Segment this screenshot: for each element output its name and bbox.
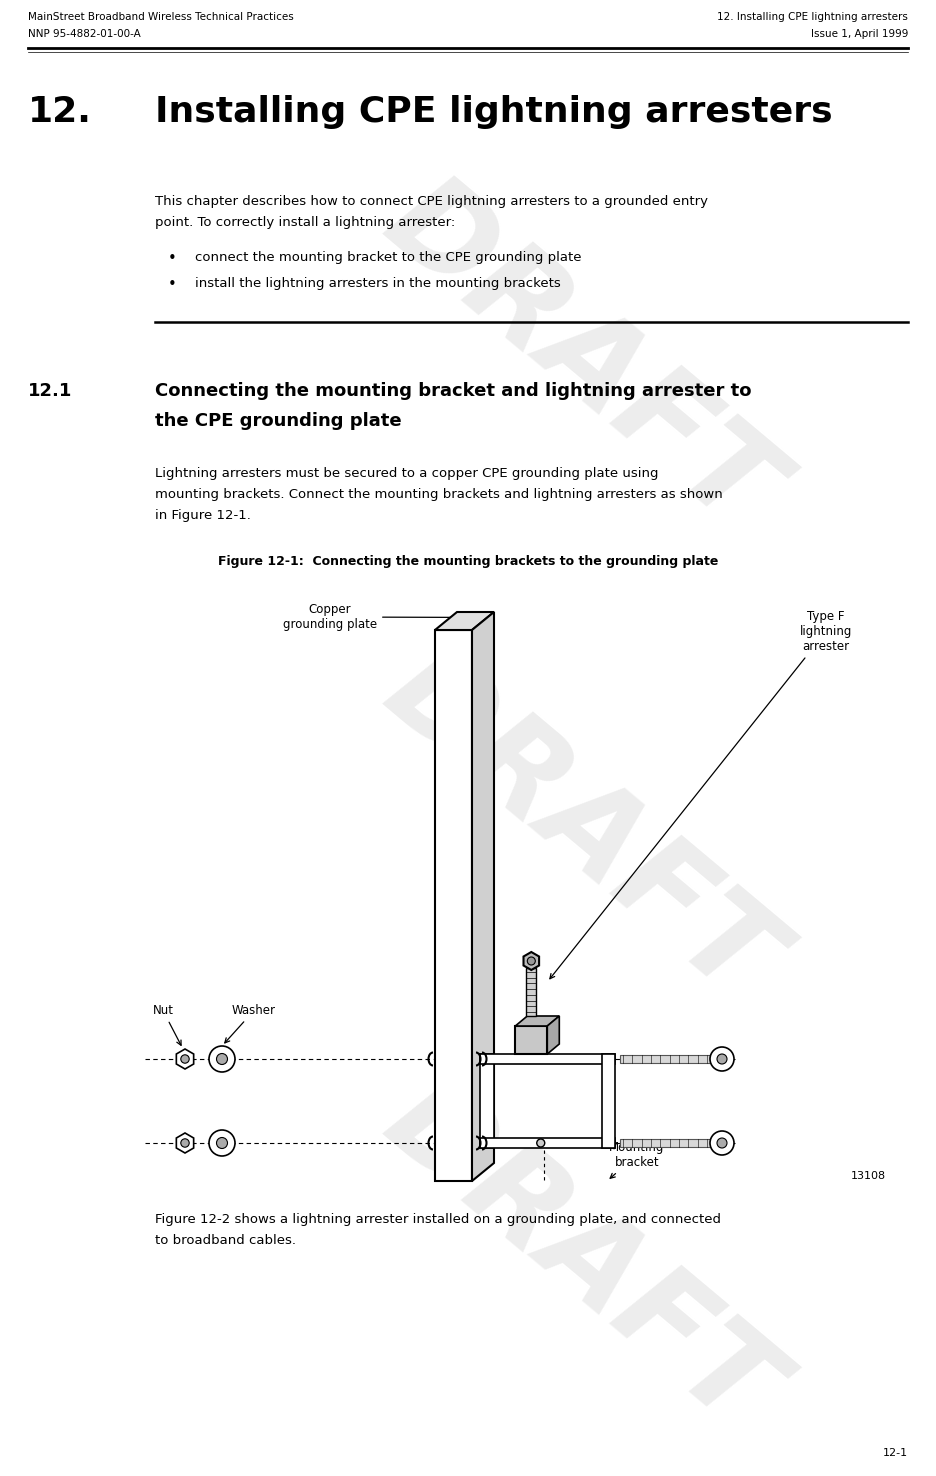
Text: •: • xyxy=(168,251,177,266)
Circle shape xyxy=(216,1138,227,1148)
Text: Washer: Washer xyxy=(225,1004,276,1044)
Polygon shape xyxy=(548,1015,560,1054)
Text: mounting brackets. Connect the mounting brackets and lightning arresters as show: mounting brackets. Connect the mounting … xyxy=(155,489,723,500)
Text: 12.1: 12.1 xyxy=(28,382,72,400)
Circle shape xyxy=(710,1131,734,1156)
Text: NNP 95-4882-01-00-A: NNP 95-4882-01-00-A xyxy=(28,30,140,40)
Circle shape xyxy=(717,1054,727,1064)
Text: DRAFT: DRAFT xyxy=(362,1060,797,1452)
Text: point. To correctly install a lightning arrester:: point. To correctly install a lightning … xyxy=(155,215,455,229)
Text: Connecting the mounting bracket and lightning arrester to: Connecting the mounting bracket and ligh… xyxy=(155,382,752,400)
Text: Figure 12-1:  Connecting the mounting brackets to the grounding plate: Figure 12-1: Connecting the mounting bra… xyxy=(218,555,718,568)
Circle shape xyxy=(209,1131,235,1156)
Bar xyxy=(620,1055,710,1063)
Text: MainStreet Broadband Wireless Technical Practices: MainStreet Broadband Wireless Technical … xyxy=(28,12,294,22)
Text: This chapter describes how to connect CPE lightning arresters to a grounded entr: This chapter describes how to connect CP… xyxy=(155,195,708,208)
Text: 12. Installing CPE lightning arresters: 12. Installing CPE lightning arresters xyxy=(717,12,908,22)
Bar xyxy=(480,1138,615,1148)
Text: to broadband cables.: to broadband cables. xyxy=(155,1234,296,1247)
Text: 12-1: 12-1 xyxy=(883,1448,908,1458)
Text: •: • xyxy=(168,277,177,292)
Text: Type F
lightning
arrester: Type F lightning arrester xyxy=(549,610,852,979)
Circle shape xyxy=(181,1139,189,1147)
Polygon shape xyxy=(472,613,494,1181)
Polygon shape xyxy=(176,1049,194,1069)
Text: connect the mounting bracket to the CPE grounding plate: connect the mounting bracket to the CPE … xyxy=(195,251,581,264)
Text: Copper
grounding plate: Copper grounding plate xyxy=(283,604,461,632)
Text: the CPE grounding plate: the CPE grounding plate xyxy=(155,412,402,430)
Text: Mounting
bracket: Mounting bracket xyxy=(609,1141,665,1178)
Bar xyxy=(602,1054,615,1148)
Text: DRAFT: DRAFT xyxy=(362,159,797,552)
Text: Issue 1, April 1999: Issue 1, April 1999 xyxy=(811,30,908,40)
Polygon shape xyxy=(176,1134,194,1153)
Text: Nut: Nut xyxy=(153,1004,181,1045)
Polygon shape xyxy=(523,952,539,970)
Circle shape xyxy=(710,1046,734,1072)
Circle shape xyxy=(717,1138,727,1148)
Text: DRAFT: DRAFT xyxy=(362,629,797,1023)
Bar xyxy=(516,1026,548,1054)
Polygon shape xyxy=(516,1015,560,1026)
Text: 12.: 12. xyxy=(28,94,92,128)
Circle shape xyxy=(181,1055,189,1063)
Text: install the lightning arresters in the mounting brackets: install the lightning arresters in the m… xyxy=(195,277,561,289)
Circle shape xyxy=(216,1054,227,1064)
Text: Figure 12-2 shows a lightning arrester installed on a grounding plate, and conne: Figure 12-2 shows a lightning arrester i… xyxy=(155,1213,721,1227)
Circle shape xyxy=(527,956,535,965)
Bar xyxy=(480,1054,494,1148)
Bar xyxy=(620,1139,710,1147)
Text: Installing CPE lightning arresters: Installing CPE lightning arresters xyxy=(155,94,833,128)
Text: 13108: 13108 xyxy=(851,1170,886,1181)
Circle shape xyxy=(536,1139,545,1147)
Text: in Figure 12-1.: in Figure 12-1. xyxy=(155,509,251,523)
Bar xyxy=(526,968,536,1015)
Polygon shape xyxy=(435,613,494,630)
Circle shape xyxy=(209,1046,235,1072)
Text: Lightning arresters must be secured to a copper CPE grounding plate using: Lightning arresters must be secured to a… xyxy=(155,466,659,480)
Bar xyxy=(480,1054,615,1064)
Polygon shape xyxy=(435,630,472,1181)
